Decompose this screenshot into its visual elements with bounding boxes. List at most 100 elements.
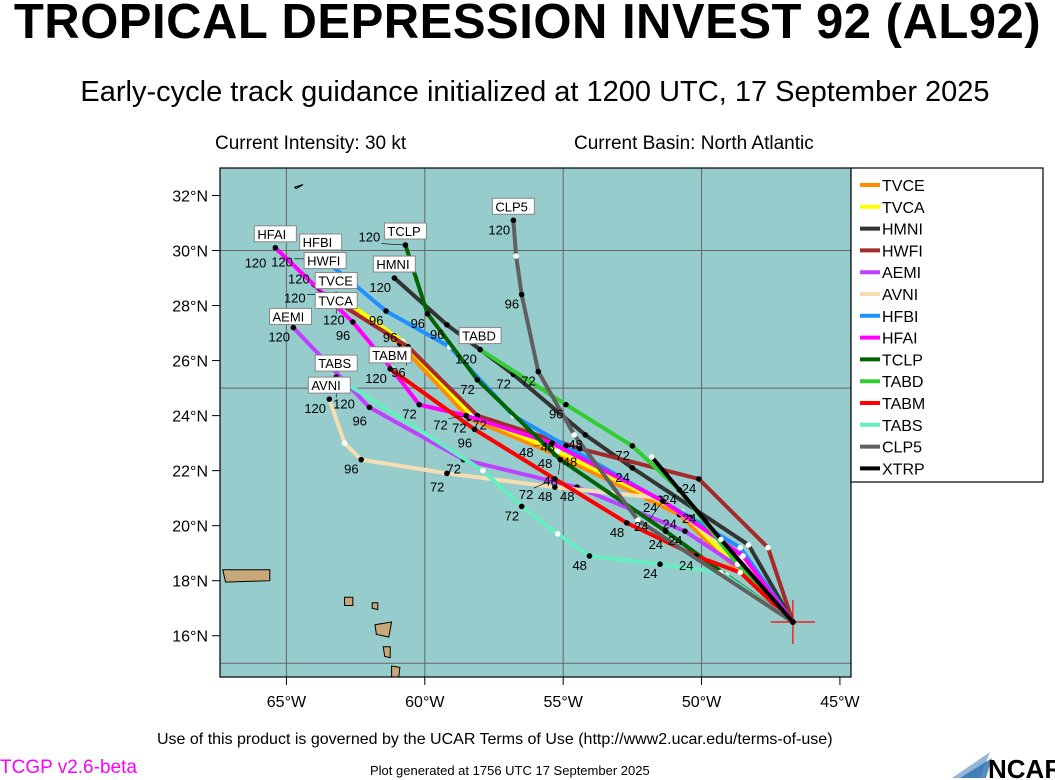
legend-label-hfai: HFAI (882, 331, 918, 348)
track-point-hwfi (765, 544, 771, 551)
track-point-tabs (480, 467, 486, 474)
initial-position-dot (789, 618, 796, 625)
forecast-hour-label: 48 (560, 489, 574, 504)
forecast-hour-label: 120 (271, 255, 293, 270)
forecast-hour-label: 96 (458, 435, 472, 450)
label-leader-line (448, 415, 467, 419)
track-point-hfbi (383, 308, 389, 314)
model-label-box (303, 252, 347, 270)
legend-label-avni: AVNI (882, 287, 918, 304)
model-label-box (307, 376, 351, 394)
forecast-hour-label: 24 (662, 517, 676, 532)
track-point-tabs (554, 531, 561, 537)
track-point-hfbi (737, 544, 744, 551)
track-point-xtrp (648, 454, 655, 460)
svg-text:NCAR: NCAR (988, 754, 1055, 780)
forecast-hour-label: 120 (268, 330, 290, 345)
lat-tick-label: 18°N (172, 574, 208, 591)
land-island (293, 184, 304, 190)
label-leader-line (558, 459, 561, 475)
forecast-hour-label: 72 (505, 508, 519, 523)
forecast-hour-label: 48 (538, 489, 552, 504)
track-point-hwfi (695, 476, 702, 482)
forecast-hour-label: 120 (284, 290, 306, 305)
forecast-hour-label: 72 (460, 382, 474, 397)
track-point-aemi (290, 324, 297, 331)
track-point-hmni (629, 465, 636, 471)
track-point-avni (444, 470, 450, 477)
legend-label-tclp: TCLP (882, 352, 923, 369)
current-basin: Current Basin: North Atlantic (574, 133, 814, 154)
track-point-tabd (629, 443, 636, 449)
forecast-hour-label: 96 (336, 328, 350, 343)
model-label-tabm: TABM (372, 348, 407, 363)
track-point-tclp (662, 528, 669, 534)
forecast-hour-label: 120 (359, 230, 381, 245)
forecast-hour-label: 120 (488, 222, 510, 237)
version-label: TCGP v2.6-beta (0, 757, 137, 778)
label-layer: TVCE TVCA HMNI HWFI AEMI AVNI HFBI HFAI TCLP TABD… (245, 197, 696, 581)
forecast-hour-label: 24 (615, 470, 629, 485)
model-label-box (314, 354, 358, 372)
track-point-clp5 (513, 253, 519, 259)
forecast-hour-label: 120 (288, 271, 310, 286)
lat-tick-label: 28°N (172, 299, 208, 316)
track-point-avni (552, 484, 558, 490)
forecast-hour-label: 24 (649, 537, 663, 552)
legend-label-tabd: TABD (882, 374, 923, 391)
forecast-hour-label: 96 (352, 413, 366, 428)
lon-tick-label: 45°W (820, 694, 860, 711)
lat-tick-label: 30°N (172, 244, 208, 261)
forecast-hour-label: 120 (304, 401, 326, 416)
ncar-logo-graphic: NCAR (952, 752, 1055, 780)
page-subtitle: Early-cycle track guidance initialized a… (80, 76, 990, 108)
forecast-hour-label: 96 (430, 327, 444, 342)
track-point-tclp (402, 242, 409, 248)
forecast-hour-label: 48 (540, 439, 554, 454)
map-content (220, 168, 851, 677)
legend-label-clp5: CLP5 (882, 440, 922, 457)
model-label-hfbi: HFBI (303, 235, 333, 250)
land-island (344, 596, 354, 606)
forecast-hour-label: 72 (452, 420, 466, 435)
forecast-hour-label: 48 (538, 456, 552, 471)
forecast-hour-label: 24 (679, 558, 693, 573)
forecast-hour-label: 96 (505, 297, 519, 312)
lon-tick-label: 55°W (544, 694, 584, 711)
lat-tick-label: 20°N (172, 519, 208, 536)
legend-label-hfbi: HFBI (882, 309, 918, 326)
model-label-aemi: AEMI (273, 309, 305, 324)
model-label-box (458, 327, 502, 345)
forecast-hour-label: 24 (643, 566, 657, 581)
track-point-clp5 (510, 217, 517, 224)
forecast-hour-label: 72 (472, 418, 486, 433)
forecast-hour-label: 96 (549, 407, 563, 422)
model-label-box (491, 197, 535, 215)
track-point-hmni (582, 432, 589, 438)
forecast-hour-label: 72 (519, 487, 533, 502)
track-point-xtrp (718, 536, 724, 543)
lat-tick-label: 16°N (172, 629, 208, 646)
forecast-hour-label: 24 (668, 533, 682, 548)
forecast-hour-label: 120 (323, 313, 345, 328)
track-point-hfai (350, 319, 356, 325)
model-label-box (372, 255, 416, 273)
model-label-box (368, 346, 412, 364)
forecast-hour-label: 96 (369, 313, 383, 328)
model-label-box (253, 225, 297, 243)
label-leader-line (381, 243, 406, 246)
track-point-tabs (518, 503, 525, 510)
forecast-hour-label: 48 (543, 474, 557, 489)
forecast-hour-label: 24 (643, 500, 657, 515)
track-point-hfai (740, 553, 746, 559)
track-point-tclp (474, 377, 481, 383)
forecast-hour-label: 72 (430, 479, 444, 494)
track-point-tabm (737, 569, 744, 576)
model-label-box (299, 233, 343, 251)
forecast-hour-label: 96 (383, 330, 397, 345)
forecast-hour-label: 24 (682, 481, 696, 496)
track-point-hmni (745, 542, 752, 548)
land-island (391, 665, 401, 677)
legend-label-tabm: TABM (882, 396, 925, 413)
